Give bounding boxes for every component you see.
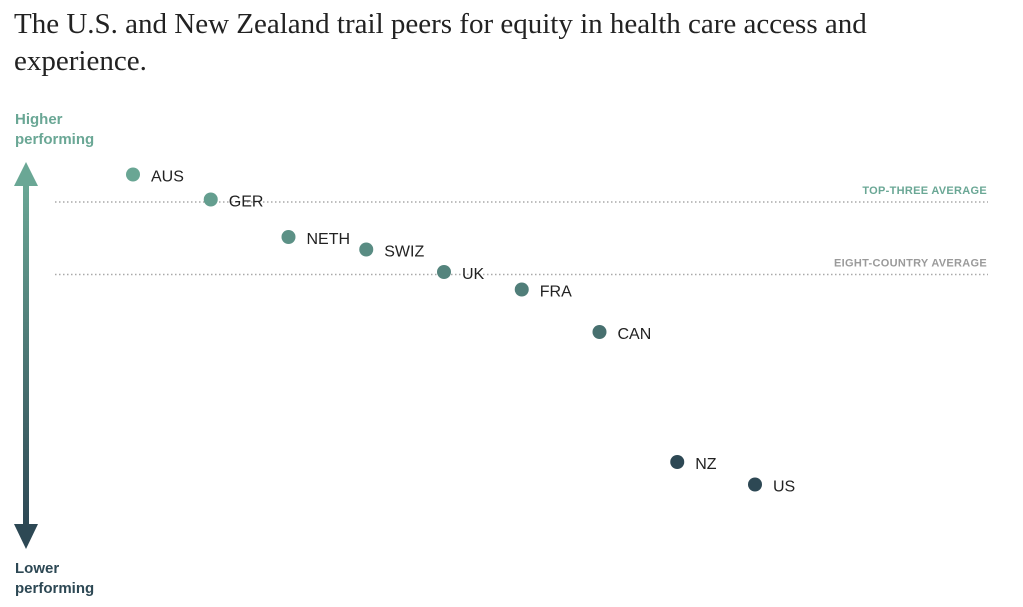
point-label-neth: NETH — [307, 231, 351, 248]
point-label-ger: GER — [229, 194, 264, 211]
reference-line-label-1: EIGHT-COUNTRY AVERAGE — [834, 258, 987, 270]
point-aus — [126, 167, 140, 182]
point-ger — [203, 192, 218, 207]
y-axis-low-label-line2: performing — [15, 580, 95, 597]
point-label-uk: UK — [462, 266, 485, 283]
point-neth — [281, 230, 296, 244]
point-label-aus: AUS — [151, 169, 184, 186]
reference-line-label-0: TOP-THREE AVERAGE — [862, 185, 987, 197]
y-axis-arrow — [14, 162, 38, 549]
arrow-shaft — [23, 184, 29, 526]
point-label-us: US — [773, 479, 795, 496]
point-nz — [670, 455, 685, 469]
point-label-fra: FRA — [540, 284, 572, 301]
point-label-swiz: SWIZ — [384, 244, 424, 261]
point-can — [592, 325, 607, 339]
y-axis-high-label-line2: performing — [15, 131, 95, 148]
y-axis-low-label: Lower performing — [15, 559, 94, 599]
arrow-head-down — [14, 524, 38, 549]
reference-lines: TOP-THREE AVERAGE EIGHT-COUNTRY AVERAGE — [55, 185, 988, 276]
chart-title: The U.S. and New Zealand trail peers for… — [14, 8, 867, 77]
point-us — [748, 477, 762, 492]
point-label-nz: NZ — [695, 456, 717, 473]
point-label-can: CAN — [618, 326, 652, 343]
point-fra — [514, 282, 529, 297]
y-axis-high-label-line1: Higher — [15, 111, 63, 128]
arrow-head-up — [14, 162, 38, 186]
point-uk — [437, 265, 451, 279]
y-axis-low-label-line1: Lower — [15, 560, 60, 577]
point-swiz — [359, 242, 374, 257]
y-axis-high-label: Higher performing — [15, 110, 94, 150]
data-points: AUS GER NETH SWIZ UK FRA CAN NZ US — [126, 167, 795, 496]
